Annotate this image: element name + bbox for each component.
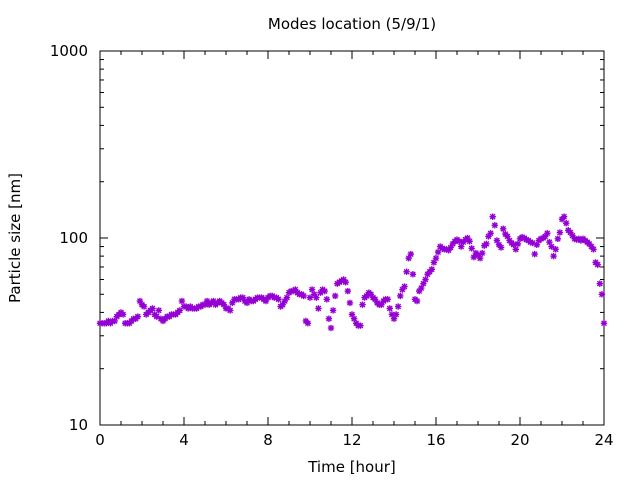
y-tick-label: 100 bbox=[59, 229, 88, 247]
data-point bbox=[321, 287, 328, 295]
data-point bbox=[422, 276, 429, 283]
y-tick-label: 1000 bbox=[50, 42, 88, 60]
data-point bbox=[315, 305, 322, 312]
data-point bbox=[479, 249, 486, 257]
data-point bbox=[491, 222, 498, 229]
data-point bbox=[342, 279, 349, 286]
data-point bbox=[413, 297, 421, 305]
data-point bbox=[466, 238, 473, 245]
data-point bbox=[344, 287, 351, 295]
data-point bbox=[176, 307, 183, 314]
x-tick-label: 0 bbox=[95, 431, 105, 449]
data-points bbox=[96, 213, 608, 332]
x-tick-label: 8 bbox=[263, 431, 273, 449]
data-point bbox=[325, 315, 333, 322]
data-point bbox=[563, 219, 570, 227]
data-point bbox=[323, 296, 330, 303]
x-tick-labels: 0 4 8 12 16 20 24 bbox=[95, 431, 613, 449]
data-point bbox=[432, 254, 440, 262]
x-tick-label: 12 bbox=[342, 431, 361, 449]
data-point bbox=[134, 313, 141, 320]
data-point bbox=[386, 305, 393, 312]
y-tick-labels: 10 100 1000 bbox=[50, 42, 88, 434]
data-point bbox=[512, 246, 519, 253]
data-point bbox=[596, 280, 603, 287]
data-point bbox=[569, 232, 576, 239]
data-point bbox=[304, 320, 312, 327]
data-point bbox=[552, 246, 559, 253]
data-point bbox=[497, 244, 505, 251]
data-point bbox=[407, 250, 414, 258]
chart-title: Modes location (5/9/1) bbox=[268, 15, 436, 33]
data-point bbox=[487, 230, 494, 237]
data-point bbox=[550, 252, 557, 260]
data-point bbox=[428, 266, 435, 273]
data-point bbox=[155, 307, 162, 314]
data-point bbox=[556, 229, 564, 236]
data-point bbox=[392, 311, 400, 318]
data-point bbox=[359, 301, 366, 308]
data-point bbox=[455, 238, 463, 245]
data-point bbox=[476, 254, 484, 262]
data-point bbox=[514, 240, 522, 248]
data-point bbox=[531, 250, 538, 258]
data-point bbox=[600, 320, 608, 327]
y-tick-label: 10 bbox=[69, 416, 88, 434]
data-point bbox=[401, 283, 408, 290]
data-point bbox=[594, 261, 601, 268]
data-point bbox=[500, 225, 507, 232]
data-point bbox=[395, 303, 402, 310]
data-point bbox=[283, 294, 291, 301]
data-point bbox=[468, 245, 475, 252]
x-tick-label: 16 bbox=[426, 431, 445, 449]
data-point bbox=[554, 235, 561, 243]
axis-ticks bbox=[99, 50, 605, 426]
data-point bbox=[357, 322, 364, 329]
data-point bbox=[384, 296, 391, 303]
data-point bbox=[346, 299, 354, 307]
data-point bbox=[544, 230, 551, 237]
data-point bbox=[489, 213, 496, 220]
data-point bbox=[403, 268, 410, 275]
data-point bbox=[590, 246, 597, 253]
data-point bbox=[327, 324, 335, 332]
y-axis-label: Particle size [nm] bbox=[6, 173, 24, 303]
x-tick-label: 20 bbox=[510, 431, 529, 449]
data-point bbox=[275, 296, 282, 303]
data-point bbox=[119, 311, 127, 318]
data-point bbox=[598, 291, 606, 298]
data-point bbox=[178, 297, 186, 305]
data-point bbox=[313, 294, 320, 301]
data-point bbox=[560, 213, 568, 220]
x-axis-label: Time [hour] bbox=[307, 458, 396, 476]
x-tick-label: 4 bbox=[179, 431, 189, 449]
x-tick-label: 24 bbox=[594, 431, 613, 449]
data-point bbox=[300, 292, 307, 300]
data-point bbox=[483, 240, 490, 248]
data-point bbox=[332, 292, 339, 300]
data-point bbox=[140, 303, 148, 310]
data-point bbox=[227, 307, 234, 314]
data-point bbox=[149, 305, 156, 312]
data-point bbox=[548, 243, 555, 250]
data-point bbox=[397, 292, 404, 300]
data-point bbox=[409, 271, 417, 278]
data-point bbox=[329, 307, 337, 314]
